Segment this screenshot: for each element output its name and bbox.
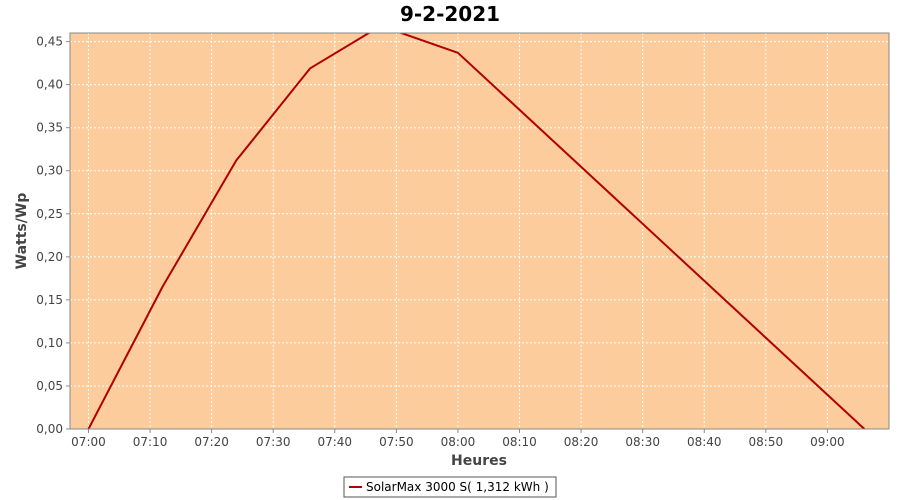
x-tick-label: 09:00 <box>810 435 845 449</box>
x-tick-label: 08:40 <box>687 435 722 449</box>
y-axis: 0,00 0,05 0,10 0,15 0,20 0,25 0,30 0,35 0,40 0,45 <box>36 35 70 436</box>
chart-title: 9-2-2021 <box>400 2 500 26</box>
y-tick-label: 0,45 <box>36 35 63 49</box>
y-tick-label: 0,35 <box>36 121 63 135</box>
x-tick-label: 07:20 <box>194 435 229 449</box>
x-axis-title: Heures <box>451 453 507 469</box>
x-tick-label: 08:20 <box>564 435 599 449</box>
y-tick-label: 0,00 <box>36 422 63 436</box>
y-tick-label: 0,20 <box>36 250 63 264</box>
y-tick-label: 0,15 <box>36 293 63 307</box>
x-tick-label: 08:00 <box>441 435 476 449</box>
y-axis-title: Watts/Wp <box>14 193 30 270</box>
x-tick-label: 08:50 <box>749 435 784 449</box>
grid <box>70 33 889 429</box>
legend-label: SolarMax 3000 S( 1,312 kWh ) <box>366 480 549 494</box>
x-tick-label: 07:30 <box>256 435 291 449</box>
plot-background <box>70 33 889 429</box>
x-tick-label: 08:30 <box>625 435 660 449</box>
x-tick-label: 08:10 <box>502 435 537 449</box>
legend: SolarMax 3000 S( 1,312 kWh ) <box>343 476 557 498</box>
y-tick-label: 0,10 <box>36 336 63 350</box>
y-tick-label: 0,05 <box>36 379 63 393</box>
x-axis: 07:00 07:10 07:20 07:30 07:40 07:50 08:00 08:10… <box>71 429 845 449</box>
series-line <box>87 33 866 429</box>
y-tick-label: 0,25 <box>36 207 63 221</box>
series-layer <box>87 33 866 429</box>
legend-box <box>343 476 557 498</box>
plot-border <box>69 32 890 430</box>
x-tick-label: 07:40 <box>317 435 352 449</box>
x-tick-label: 07:00 <box>71 435 106 449</box>
x-tick-label: 07:50 <box>379 435 414 449</box>
y-tick-label: 0,30 <box>36 164 63 178</box>
y-tick-label: 0,40 <box>36 78 63 92</box>
x-tick-label: 07:10 <box>133 435 168 449</box>
